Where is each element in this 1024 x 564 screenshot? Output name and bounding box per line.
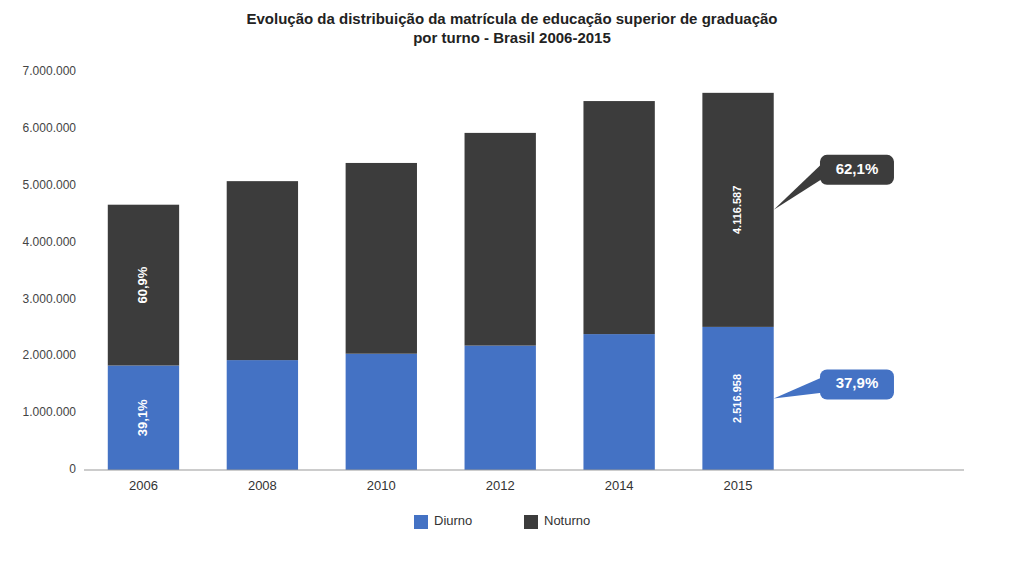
x-tick-label: 2008 (248, 478, 277, 493)
x-tick-label: 2015 (724, 478, 753, 493)
y-axis: 0 1.000.000 2.000.000 3.000.000 4.000.000 5.0… (23, 64, 77, 476)
bar (227, 360, 298, 470)
callout-box (820, 155, 894, 185)
data-label: 4.116.587 (731, 186, 743, 234)
bar (702, 93, 773, 327)
callout: 37,9% (774, 369, 894, 399)
bar (702, 327, 773, 470)
bar (583, 101, 654, 334)
y-tick-label: 0 (69, 462, 76, 476)
y-tick-label: 6.000.000 (23, 121, 77, 135)
x-axis-line (84, 470, 964, 471)
bar (465, 346, 536, 470)
y-tick-label: 5.000.000 (23, 178, 77, 192)
x-tick-label: 2010 (367, 478, 396, 493)
bars (108, 93, 774, 470)
callout: 62,1% (774, 155, 894, 210)
legend-label: Noturno (544, 513, 590, 528)
title: Evolução da distribuição da matrícula de… (247, 10, 778, 46)
legend: Diurno Noturno (414, 513, 590, 529)
y-tick-label: 1.000.000 (23, 405, 77, 419)
y-tick-label: 4.000.000 (23, 235, 77, 249)
bar (227, 181, 298, 360)
data-label: 2.516.958 (731, 374, 743, 423)
legend-swatch (524, 515, 538, 529)
annotation: 62,1% (836, 160, 879, 177)
bar (465, 133, 536, 346)
legend-label: Diurno (434, 513, 472, 528)
x-tick-label: 2014 (605, 478, 634, 493)
annotation: 60,9% (135, 266, 150, 303)
title-line: por turno - Brasil 2006-2015 (413, 29, 611, 46)
annotation: 39,1% (135, 399, 150, 436)
annotation: 37,9% (836, 374, 879, 391)
y-tick-label: 3.000.000 (23, 292, 77, 306)
x-tick-label: 2012 (486, 478, 515, 493)
y-tick-label: 7.000.000 (23, 64, 77, 78)
callout-pointer (774, 376, 824, 398)
bar (108, 205, 179, 366)
title-line: Evolução da distribuição da matrícula de… (247, 10, 778, 27)
bar (583, 334, 654, 470)
bar (346, 354, 417, 470)
callout-pointer (774, 162, 824, 210)
x-tick-label: 2006 (129, 478, 158, 493)
legend-swatch (414, 515, 428, 529)
annotations: 39,1% 60,9% 37,9% 62,1% (135, 155, 894, 436)
y-tick-label: 2.000.000 (23, 348, 77, 362)
chart: Evolução da distribuição da matrícula de… (0, 0, 1024, 564)
data-labels: 2.516.958 4.116.587 (731, 186, 743, 423)
bar (108, 365, 179, 470)
bar (346, 163, 417, 354)
callout-box (820, 369, 894, 399)
